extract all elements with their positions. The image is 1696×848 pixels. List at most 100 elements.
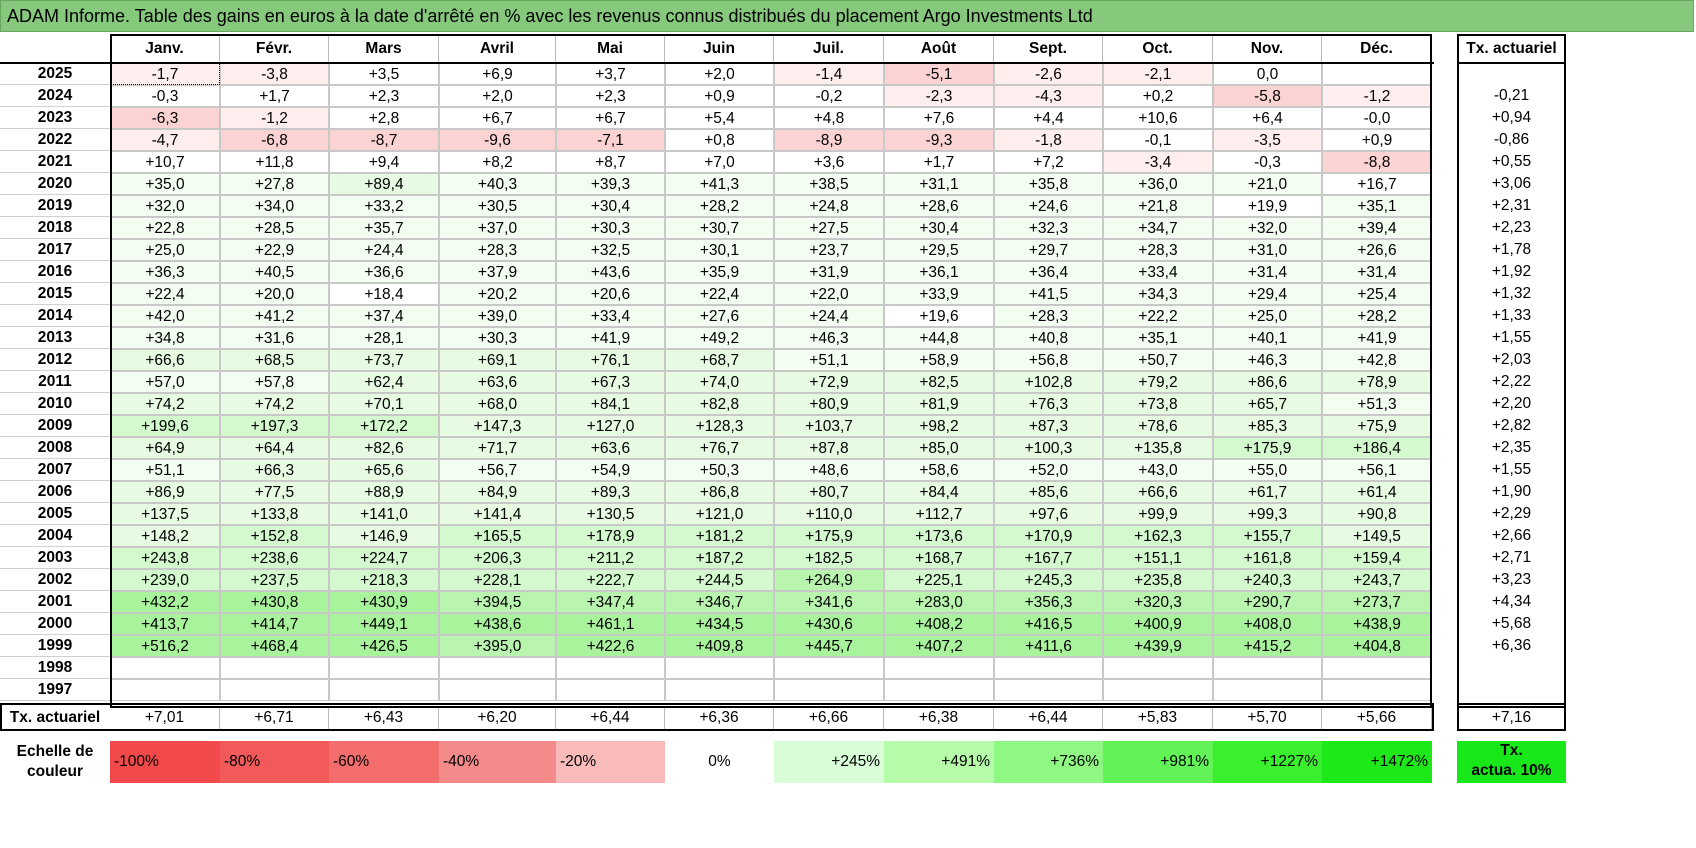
year-label: 2015 xyxy=(37,285,73,302)
month-header: Août xyxy=(884,36,994,62)
table-cell: +178,9 xyxy=(556,525,665,547)
table-cell: +33,4 xyxy=(556,305,665,327)
table-cell: +80,9 xyxy=(774,393,884,415)
table-cell: +235,8 xyxy=(1103,569,1213,591)
year-label: 2022 xyxy=(37,131,73,148)
scale-label-line2: couleur xyxy=(27,763,83,780)
table-cell: +5,4 xyxy=(665,107,774,129)
month-header: Juin xyxy=(665,36,774,62)
table-cell: +64,4 xyxy=(220,437,329,459)
table-cell: +71,7 xyxy=(439,437,556,459)
table-cell: +81,9 xyxy=(884,393,994,415)
table-cell xyxy=(1213,657,1322,679)
table-cell: +40,3 xyxy=(439,173,556,195)
table-cell: +74,2 xyxy=(220,393,329,415)
table-cell: +40,5 xyxy=(220,261,329,283)
table-cell xyxy=(994,679,1103,701)
table-cell: +39,0 xyxy=(439,305,556,327)
year-label: 2002 xyxy=(37,571,73,588)
scale-swatch: 0% xyxy=(665,741,774,783)
page-title: ADAM Informe. Table des gains en euros à… xyxy=(0,0,1694,32)
table-cell: +187,2 xyxy=(665,547,774,569)
table-cell: +32,3 xyxy=(994,217,1103,239)
tx-actuariel-value: +2,71 xyxy=(1491,549,1532,566)
table-cell: -2,6 xyxy=(994,63,1103,85)
table-cell: +20,6 xyxy=(556,283,665,305)
table-cell: +20,0 xyxy=(220,283,329,305)
tx-actuariel-value: +0,55 xyxy=(1491,153,1532,170)
table-cell: +43,6 xyxy=(556,261,665,283)
table-cell: +41,5 xyxy=(994,283,1103,305)
table-cell: +434,5 xyxy=(665,613,774,635)
footer-label: Tx. actuariel xyxy=(9,709,101,726)
table-cell: +25,0 xyxy=(110,239,220,261)
table-cell: +28,3 xyxy=(439,239,556,261)
year-label: 2006 xyxy=(37,483,73,500)
table-cell: +102,8 xyxy=(994,371,1103,393)
table-cell: +409,8 xyxy=(665,635,774,657)
table-cell: +63,6 xyxy=(556,437,665,459)
tx-actuariel-value: -0,86 xyxy=(1493,131,1530,148)
table-cell: +28,2 xyxy=(665,195,774,217)
table-cell: +25,4 xyxy=(1322,283,1432,305)
table-cell: +19,6 xyxy=(884,305,994,327)
table-cell: -2,1 xyxy=(1103,63,1213,85)
month-header: Avril xyxy=(439,36,556,62)
row-divider xyxy=(0,568,110,569)
table-cell: -1,7 xyxy=(110,63,220,85)
table-cell: +24,6 xyxy=(994,195,1103,217)
year-label: 2005 xyxy=(37,505,73,522)
table-cell: +29,7 xyxy=(994,239,1103,261)
row-divider xyxy=(0,304,110,305)
tx-actuariel-value: +2,22 xyxy=(1491,373,1532,390)
table-cell: +6,4 xyxy=(1213,107,1322,129)
table-cell: +28,2 xyxy=(1322,305,1432,327)
row-divider xyxy=(0,634,110,635)
table-cell: +34,7 xyxy=(1103,217,1213,239)
table-cell: +57,8 xyxy=(220,371,329,393)
table-cell: +186,4 xyxy=(1322,437,1432,459)
table-cell: +24,4 xyxy=(774,305,884,327)
table-cell: +86,6 xyxy=(1213,371,1322,393)
row-divider xyxy=(0,370,110,371)
table-cell: -4,3 xyxy=(994,85,1103,107)
table-cell: +87,3 xyxy=(994,415,1103,437)
table-cell: +400,9 xyxy=(1103,613,1213,635)
header-underline xyxy=(0,62,1434,64)
year-label: 2024 xyxy=(37,87,73,104)
table-cell: 0,0 xyxy=(1213,63,1322,85)
table-cell: +76,3 xyxy=(994,393,1103,415)
table-cell: +28,5 xyxy=(220,217,329,239)
year-label: 2001 xyxy=(37,593,73,610)
table-cell: +31,4 xyxy=(1213,261,1322,283)
table-cell: +84,1 xyxy=(556,393,665,415)
table-cell: +222,7 xyxy=(556,569,665,591)
table-cell xyxy=(1213,679,1322,701)
year-label: 1998 xyxy=(37,659,73,676)
tx-actuariel-value: +2,23 xyxy=(1491,219,1532,236)
month-header: Déc. xyxy=(1322,36,1432,62)
scale-swatch: -100% xyxy=(110,741,220,783)
table-cell: -5,1 xyxy=(884,63,994,85)
table-cell: +238,6 xyxy=(220,547,329,569)
table-cell: +29,4 xyxy=(1213,283,1322,305)
table-cell: +6,9 xyxy=(439,63,556,85)
table-cell: +141,0 xyxy=(329,503,439,525)
table-cell: +68,7 xyxy=(665,349,774,371)
table-cell: +228,1 xyxy=(439,569,556,591)
table-cell xyxy=(439,657,556,679)
row-divider xyxy=(0,106,110,107)
table-cell: +151,1 xyxy=(1103,547,1213,569)
table-cell: +2,0 xyxy=(665,63,774,85)
table-cell: +35,7 xyxy=(329,217,439,239)
table-cell: +152,8 xyxy=(220,525,329,547)
table-cell: +0,2 xyxy=(1103,85,1213,107)
table-cell: +51,1 xyxy=(774,349,884,371)
table-cell: +76,7 xyxy=(665,437,774,459)
table-cell: -0,1 xyxy=(1103,129,1213,151)
table-cell: -3,8 xyxy=(220,63,329,85)
table-cell: +273,7 xyxy=(1322,591,1432,613)
table-cell: +244,5 xyxy=(665,569,774,591)
table-cell: +78,9 xyxy=(1322,371,1432,393)
table-cell: +3,7 xyxy=(556,63,665,85)
